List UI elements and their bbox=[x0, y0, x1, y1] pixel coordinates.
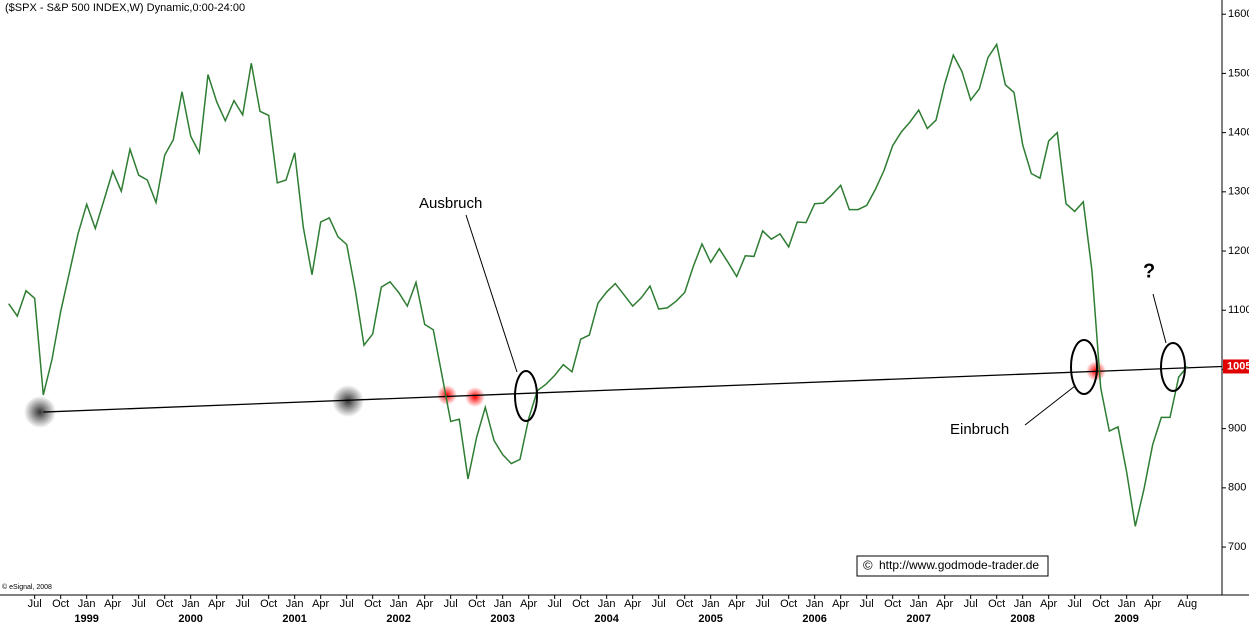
chart-title: ($SPX - S&P 500 INDEX,W) Dynamic,0:00-24… bbox=[5, 2, 245, 14]
circle-annotation bbox=[514, 370, 538, 422]
y-tick-label: 1600 bbox=[1228, 8, 1249, 20]
x-tick-label: Jul bbox=[548, 598, 562, 610]
source-box bbox=[856, 555, 1049, 577]
y-tick-label: 1400 bbox=[1228, 127, 1249, 139]
y-tick-label: 1300 bbox=[1228, 186, 1249, 198]
x-tick-label: Apr bbox=[104, 598, 121, 610]
last-price-box bbox=[1223, 359, 1249, 374]
x-tick-label: Jan bbox=[598, 598, 616, 610]
x-tick-label: Jan bbox=[390, 598, 408, 610]
x-tick-label: Apr bbox=[520, 598, 537, 610]
x-tick-label: Oct bbox=[156, 598, 173, 610]
pointer-line bbox=[1152, 293, 1167, 344]
year-label: 2008 bbox=[1010, 613, 1034, 625]
marker-dot bbox=[465, 387, 485, 407]
x-tick-label: Apr bbox=[1144, 598, 1161, 610]
x-tick-label: Oct bbox=[1092, 598, 1109, 610]
y-tick-label: 700 bbox=[1228, 541, 1246, 553]
x-tick-label: Oct bbox=[884, 598, 901, 610]
x-tick-label: Apr bbox=[312, 598, 329, 610]
x-tick-label: Jul bbox=[236, 598, 250, 610]
year-label: 1999 bbox=[74, 613, 98, 625]
x-tick-label: Oct bbox=[260, 598, 277, 610]
x-tick-label: Jul bbox=[444, 598, 458, 610]
x-tick-label: Jan bbox=[494, 598, 512, 610]
price-line bbox=[8, 42, 1188, 527]
x-tick-label: Jul bbox=[340, 598, 354, 610]
year-label: 2009 bbox=[1114, 613, 1138, 625]
support-line bbox=[43, 365, 1223, 413]
x-tick-label: Jul bbox=[964, 598, 978, 610]
x-tick-label: Oct bbox=[780, 598, 797, 610]
last-price-label: 1005 bbox=[1227, 360, 1249, 372]
x-tick-label: Jan bbox=[286, 598, 304, 610]
circle-annotation bbox=[1160, 342, 1186, 392]
x-tick-label: Oct bbox=[364, 598, 381, 610]
x-tick-label: Oct bbox=[676, 598, 693, 610]
annotation: ? bbox=[1143, 260, 1155, 282]
year-label: 2002 bbox=[386, 613, 410, 625]
pointer-line bbox=[1024, 385, 1076, 426]
x-tick-label: Aug bbox=[1178, 598, 1198, 610]
x-tick-label: Apr bbox=[624, 598, 641, 610]
year-label: 2005 bbox=[698, 613, 722, 625]
source-symbol: © bbox=[863, 557, 873, 572]
x-tick-label: Jan bbox=[78, 598, 96, 610]
x-tick-label: Apr bbox=[832, 598, 849, 610]
year-label: 2003 bbox=[490, 613, 514, 625]
annotation: Einbruch bbox=[950, 421, 1009, 438]
marker-dot bbox=[24, 396, 56, 428]
x-tick-label: Jul bbox=[28, 598, 42, 610]
source: http://www.godmode-trader.de bbox=[879, 558, 1039, 572]
y-tick-label: 1500 bbox=[1228, 67, 1249, 79]
x-tick-label: Oct bbox=[988, 598, 1005, 610]
x-tick-label: Apr bbox=[728, 598, 745, 610]
year-label: 2001 bbox=[282, 613, 306, 625]
x-tick-label: Apr bbox=[936, 598, 953, 610]
year-label: 2006 bbox=[802, 613, 826, 625]
x-tick-label: Jul bbox=[1068, 598, 1082, 610]
year-label: 2004 bbox=[594, 613, 619, 625]
pointer-line bbox=[465, 214, 518, 373]
year-label: 2007 bbox=[906, 613, 930, 625]
x-tick-label: Jan bbox=[806, 598, 824, 610]
x-tick-label: Jul bbox=[132, 598, 146, 610]
marker-dot bbox=[437, 385, 457, 405]
x-tick-label: Jul bbox=[756, 598, 770, 610]
x-tick-label: Jan bbox=[1118, 598, 1136, 610]
x-tick-label: Apr bbox=[208, 598, 225, 610]
x-tick-label: Oct bbox=[52, 598, 69, 610]
x-tick-label: Apr bbox=[1040, 598, 1057, 610]
x-tick-label: Jan bbox=[910, 598, 928, 610]
x-tick-label: Oct bbox=[572, 598, 589, 610]
x-tick-label: Jan bbox=[182, 598, 200, 610]
year-label: 2000 bbox=[178, 613, 202, 625]
x-tick-label: Apr bbox=[416, 598, 433, 610]
annotation: Ausbruch bbox=[419, 195, 482, 212]
marker-dot bbox=[332, 385, 364, 417]
y-tick-label: 800 bbox=[1228, 482, 1246, 494]
copyright: © eSignal, 2008 bbox=[2, 583, 52, 591]
x-tick-label: Oct bbox=[468, 598, 485, 610]
x-tick-label: Jul bbox=[652, 598, 666, 610]
plot bbox=[8, 42, 1223, 527]
x-tick-label: Jul bbox=[860, 598, 874, 610]
circle-annotation bbox=[1070, 339, 1098, 395]
x-tick-label: Jan bbox=[1014, 598, 1032, 610]
y-tick-label: 900 bbox=[1228, 423, 1246, 435]
x-tick-label: Jan bbox=[702, 598, 720, 610]
y-tick-label: 1100 bbox=[1228, 304, 1249, 316]
